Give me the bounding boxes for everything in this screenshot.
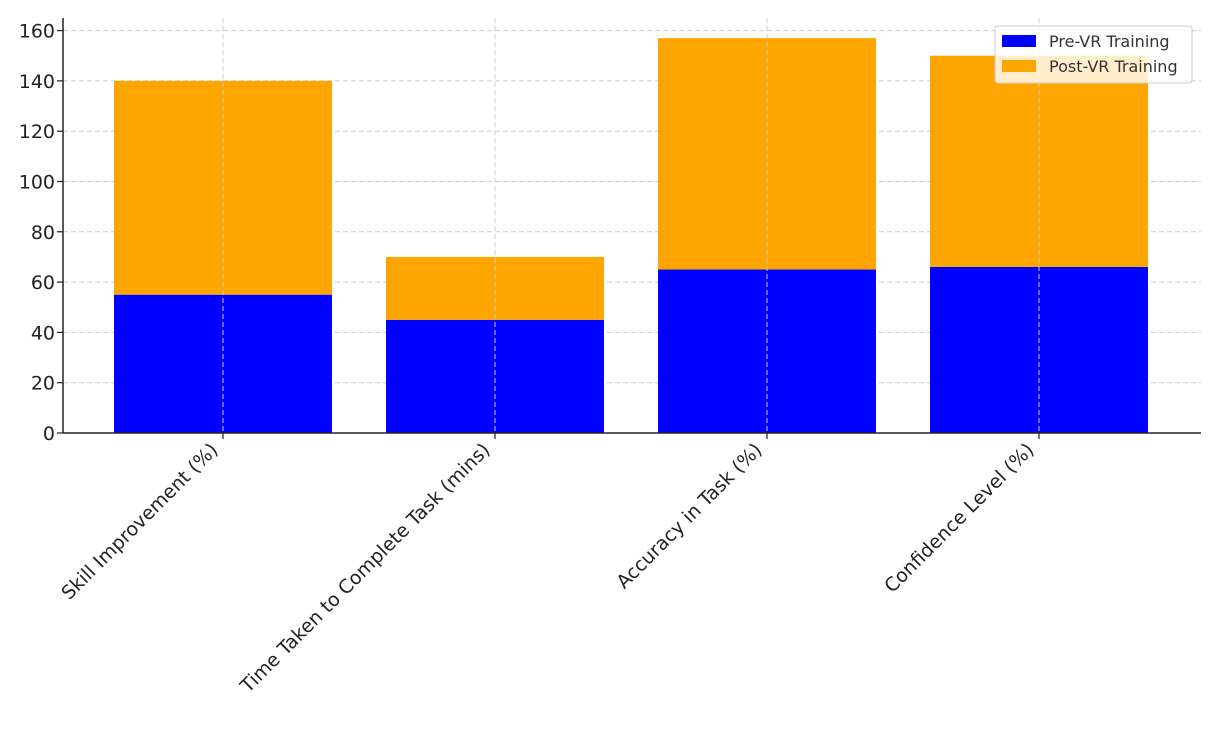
y-tick-label: 80 bbox=[31, 222, 55, 244]
x-category-label: Skill Improvement (%) bbox=[57, 439, 222, 604]
y-tick-label: 100 bbox=[19, 171, 55, 193]
legend-swatch bbox=[1002, 60, 1036, 72]
bar-pre-vr-1 bbox=[386, 319, 604, 433]
y-axis-ticks: 0 20 40 60 80 100 120 140 160 bbox=[19, 21, 63, 445]
legend: Pre-VR Training Post-VR Training bbox=[994, 25, 1193, 84]
y-tick-label: 120 bbox=[19, 121, 55, 143]
vertical-grid bbox=[222, 18, 1040, 433]
legend-label: Pre-VR Training bbox=[1049, 32, 1170, 51]
x-category-label: Confidence Level (%) bbox=[880, 439, 1038, 597]
y-tick-label: 0 bbox=[43, 423, 55, 445]
legend-label: Post-VR Training bbox=[1049, 57, 1178, 76]
x-axis-labels: Skill Improvement (%) Time Taken to Compl… bbox=[57, 439, 1038, 698]
bars bbox=[114, 38, 1148, 433]
y-tick-label: 40 bbox=[31, 322, 55, 344]
y-tick-label: 60 bbox=[31, 272, 55, 294]
legend-box bbox=[994, 25, 1193, 84]
legend-swatch bbox=[1002, 35, 1036, 47]
axes bbox=[62, 18, 1201, 439]
y-tick-label: 20 bbox=[31, 373, 55, 395]
y-tick-label: 140 bbox=[19, 71, 55, 93]
y-tick-label: 160 bbox=[19, 21, 55, 43]
x-category-label: Time Taken to Complete Task (mins) bbox=[236, 439, 495, 698]
x-category-label: Accuracy in Task (%) bbox=[612, 439, 766, 593]
